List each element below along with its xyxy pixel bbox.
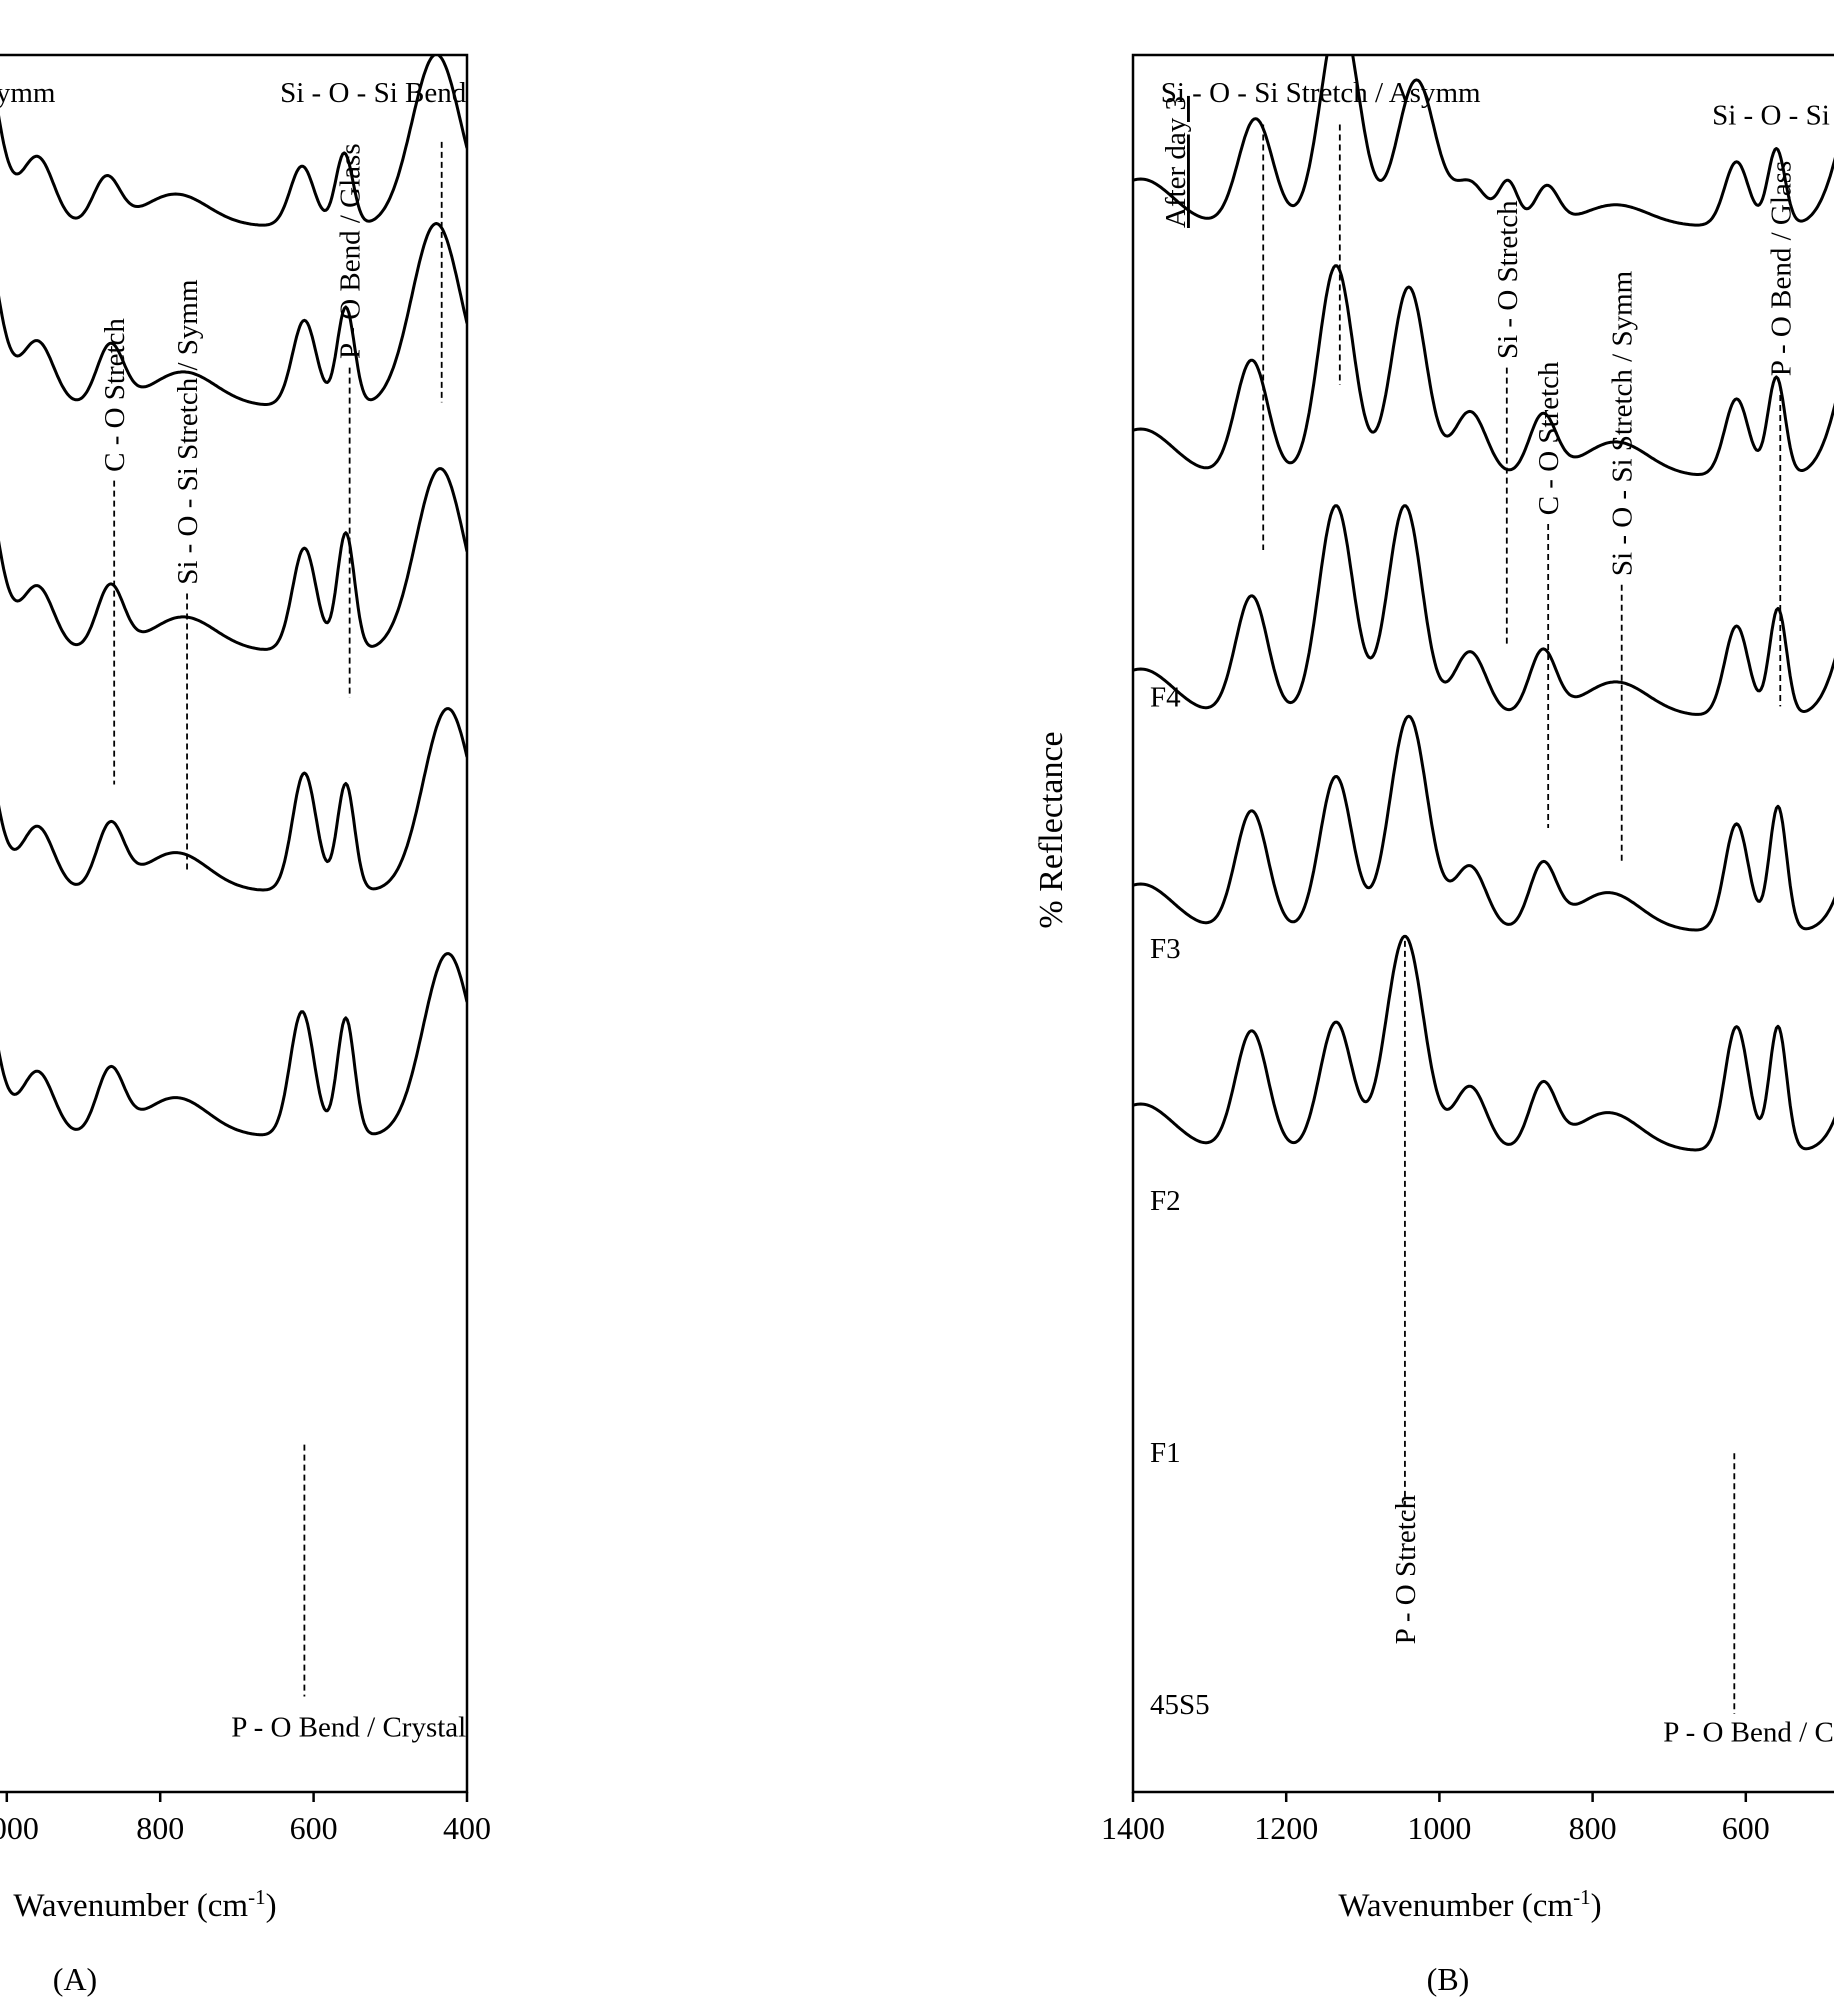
panel-a-label: (A)	[53, 1961, 97, 1997]
panel-a-annotations: Si - O - Si Stretch / Asymm Si - O - Si B…	[0, 77, 467, 1744]
panel-b-header-note: After day 3	[1160, 96, 1192, 228]
panel-b-series-label-2: F3	[1150, 933, 1181, 965]
panel-a-tick-label-1000: 1000	[0, 1810, 39, 1846]
panel-b-frame	[1131, 53, 1834, 1794]
panel-a-annotation-7: P - O Bend / Crystal	[231, 1711, 466, 1743]
panel-b-spectrum-4	[1133, 714, 1834, 932]
panel-b-annotation-3: Si - O Stretch	[1492, 200, 1524, 359]
panel-b-annotations: Si - O - Si Stretch / Asymm Si - O - Si B…	[1161, 77, 1834, 1749]
panel-b-tick-label-600: 600	[1722, 1810, 1770, 1846]
panel-a-annotation-2: Si - O - Si Bend	[280, 77, 467, 109]
panel-a-annotation-3: C - O Stretch	[99, 318, 131, 472]
y-axis-label: % Reflectance	[1033, 731, 1070, 928]
panel-b-annotation-5: Si - O - Si Stretch / Symm	[1607, 270, 1639, 576]
panel-a-tick-label-600: 600	[290, 1810, 338, 1846]
panel-a-frame	[0, 53, 469, 1794]
panel-b-label: (B)	[1427, 1961, 1470, 1997]
panel-b-annotation-4: C - O Stretch	[1533, 361, 1565, 515]
panel-a-spectrum-3	[0, 467, 467, 651]
panel-a-spectrum-1	[0, 55, 467, 227]
panel-a-spectrum-2	[0, 222, 467, 406]
panel-b-annotation-8: P - O Bend / Crystal	[1663, 1717, 1834, 1749]
panel-a-spectrum-5	[0, 952, 467, 1137]
panel-a-x-axis-label: Wavenumber (cm-1)	[13, 1885, 276, 1924]
panel-b-series-label-4: F1	[1150, 1437, 1181, 1469]
panel-b-spectrum-1	[1133, 55, 1834, 227]
panel-b-ticks	[1131, 1792, 1748, 1802]
panel-b-tick-labels: 14001200100080060040	[1101, 1810, 1770, 1846]
panel-a-spectrum-4	[0, 707, 467, 892]
panel-b-spectrum-5	[1133, 934, 1834, 1152]
panel-a-guides	[113, 141, 443, 1697]
panel-b-series-label-5: 45S5	[1150, 1689, 1210, 1721]
panel-b-spectra	[1133, 55, 1834, 1152]
panel-b-spectrum-3	[1133, 504, 1834, 716]
panel-a-ticks	[5, 1792, 469, 1802]
panel-b-tick-label-1200: 1200	[1254, 1810, 1318, 1846]
panel-b-series-labels: F4 F3 F2 F1 45S5	[1150, 681, 1210, 1720]
panel-a-annotation-1: Si - O - Si Stretch / Asymm	[0, 77, 56, 109]
panel-b-x-axis-label: Wavenumber (cm-1)	[1338, 1885, 1601, 1924]
panel-a-spectra	[0, 55, 467, 1137]
panel-b-tick-label-1400: 1400	[1101, 1810, 1165, 1846]
panel-a-tick-label-400: 400	[443, 1810, 491, 1846]
panel-b-series-label-3: F2	[1150, 1185, 1181, 1217]
panel-a-annotation-4: Si - O - Si Stretch / Symm	[172, 279, 204, 585]
panel-b-guides	[1262, 124, 1782, 1714]
panel-a-tick-label-800: 800	[136, 1810, 184, 1846]
panel-b-annotation-7: P - O Stretch	[1390, 1494, 1422, 1644]
panel-b-annotation-6: P - O Bend / Glass	[1765, 161, 1797, 377]
panel-b-tick-label-800: 800	[1569, 1810, 1617, 1846]
panel-b-tick-label-1000: 1000	[1407, 1810, 1471, 1846]
panel-b-series-label-1: F4	[1150, 681, 1181, 713]
panel-b-spectrum-2	[1133, 264, 1834, 476]
panel-a-annotation-5: P - O Bend / Glass	[335, 143, 367, 359]
panel-b-annotation-1: Si - O - Si Stretch / Asymm	[1161, 77, 1481, 109]
panel-a-tick-labels: 1000 800 600 400	[0, 1810, 491, 1846]
panel-b-chart: Si - O - Si Stretch / Asymm Si - O - Si B…	[1101, 53, 1834, 1997]
panel-a-chart: Si - O - Si Stretch / Asymm Si - O - Si B…	[0, 53, 491, 1997]
panel-b-annotation-2: Si - O - Si Bend	[1712, 99, 1834, 131]
